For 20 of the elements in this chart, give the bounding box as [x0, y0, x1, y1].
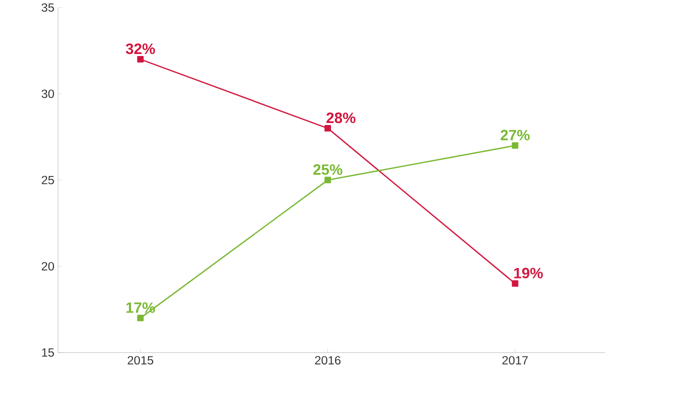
data-label: 27%: [500, 130, 530, 141]
x-tick-label: 2016: [315, 356, 341, 365]
point: [512, 280, 518, 288]
y-tick-label: 20: [42, 262, 54, 271]
x-tick-label: 2015: [128, 356, 154, 365]
x-tick-label: 2017: [502, 356, 528, 365]
point: [324, 125, 331, 132]
point: [137, 315, 144, 322]
data-label: 17%: [126, 302, 155, 314]
y-tick-label: 35: [42, 4, 54, 12]
data-label: 25%: [313, 164, 342, 176]
data-label: 28%: [326, 112, 356, 124]
y-tick-label: 15: [42, 348, 54, 357]
point: [512, 142, 518, 150]
data-label: 19%: [514, 268, 543, 279]
data-label: 32%: [126, 44, 155, 54]
y-tick-label: 30: [42, 90, 54, 98]
y-tick-label: 25: [42, 176, 54, 184]
point: [137, 56, 144, 63]
point: [324, 177, 331, 184]
